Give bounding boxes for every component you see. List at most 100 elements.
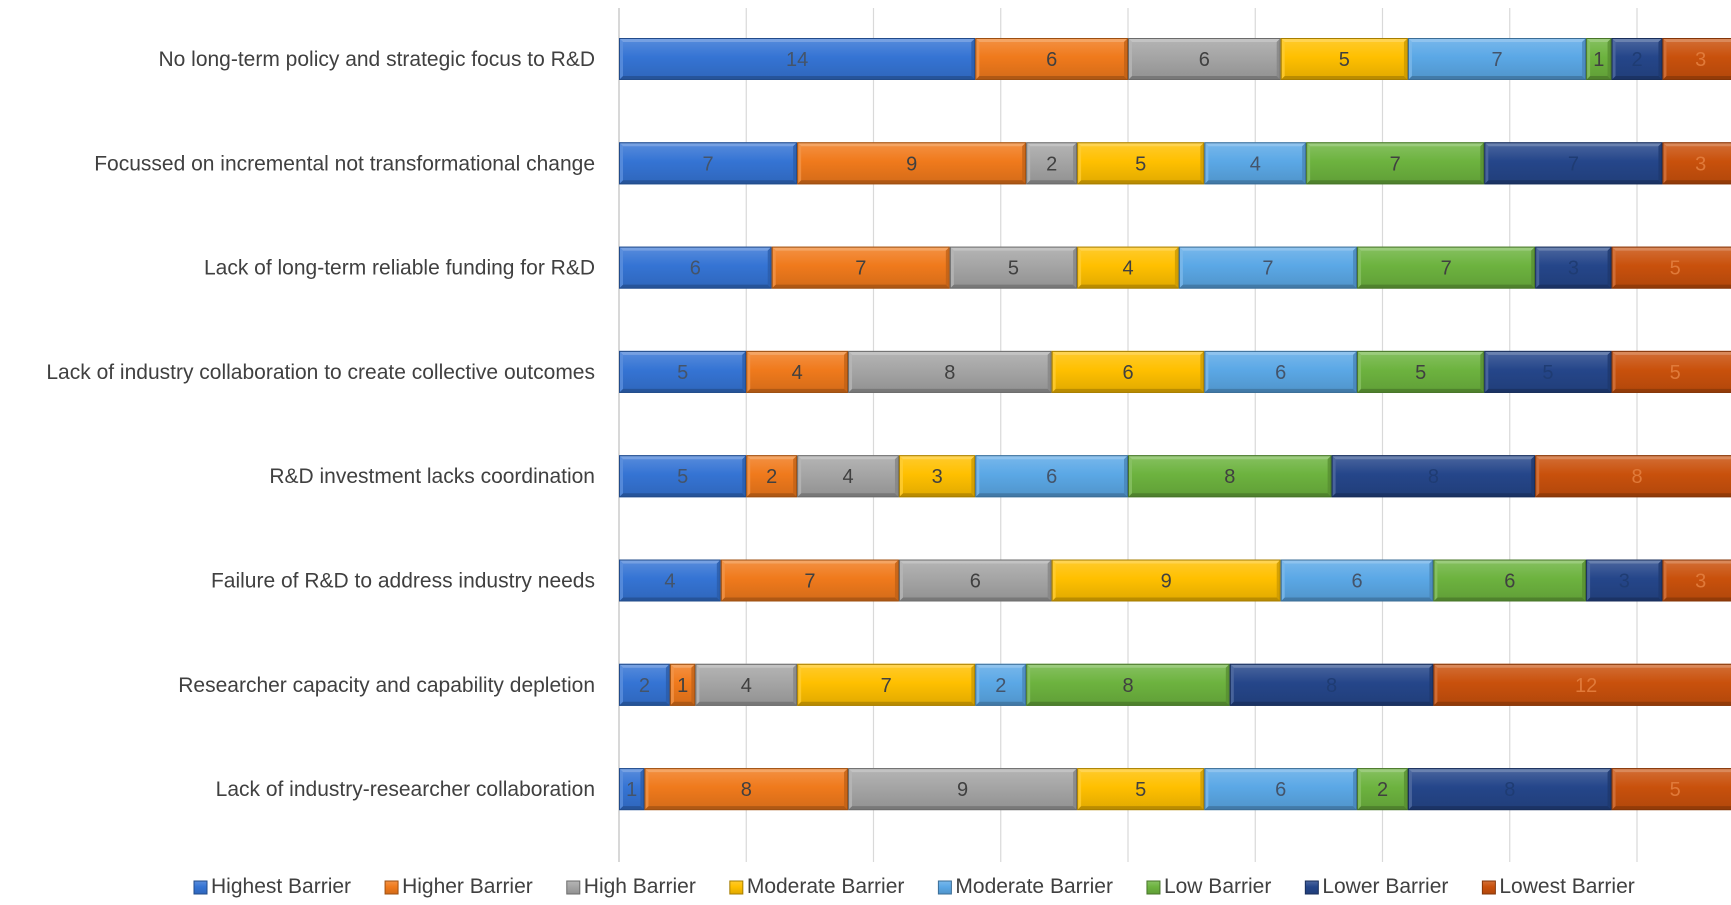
data-label: 5 <box>677 466 688 488</box>
data-label: 7 <box>1262 258 1273 280</box>
bar-segment <box>1077 246 1179 289</box>
bar-segment <box>1586 559 1663 602</box>
data-label: 3 <box>1695 571 1706 593</box>
data-label: 6 <box>970 571 981 593</box>
legend-label: High Barrier <box>584 875 696 898</box>
legend-label: Higher Barrier <box>402 875 533 898</box>
bar-segment <box>1357 246 1536 289</box>
bar-segment <box>1204 142 1307 185</box>
data-label: 5 <box>1339 49 1350 71</box>
legend-swatch <box>384 880 399 895</box>
data-label: 7 <box>703 153 714 175</box>
data-label: 7 <box>804 571 815 593</box>
data-label: 3 <box>1695 49 1706 71</box>
data-label: 6 <box>1351 571 1362 593</box>
bar-segment <box>619 142 798 185</box>
data-label: 8 <box>1504 779 1515 801</box>
data-label: 8 <box>1224 466 1235 488</box>
bar-segment <box>1051 350 1205 393</box>
legend-item: Low Barrier <box>1146 875 1271 898</box>
bar-segment <box>975 663 1027 706</box>
bar-segment <box>1535 455 1731 498</box>
bar-segment <box>695 663 798 706</box>
data-label: 5 <box>1135 153 1146 175</box>
bar-segment <box>1077 768 1205 811</box>
bar-segment <box>1433 663 1731 706</box>
legend-item: Moderate Barrier <box>937 875 1113 898</box>
bar-segment <box>1128 455 1332 498</box>
data-label: 3 <box>932 466 943 488</box>
data-label: 3 <box>1695 153 1706 175</box>
legend-item: High Barrier <box>566 875 696 898</box>
data-label: 1 <box>626 779 637 801</box>
data-label: 7 <box>1390 153 1401 175</box>
bar-segment <box>848 768 1078 811</box>
bar-segment <box>1077 142 1205 185</box>
bar-segment <box>949 246 1078 289</box>
data-label: 4 <box>792 362 803 384</box>
data-label: 4 <box>1122 258 1133 280</box>
data-label: 2 <box>639 675 650 697</box>
category-label: Lack of long-term reliable funding for R… <box>204 257 595 280</box>
legend-swatch <box>729 880 744 895</box>
legend-item: Highest Barrier <box>193 875 351 898</box>
data-label: 5 <box>1542 362 1553 384</box>
bar-segment <box>797 142 1027 185</box>
data-label: 8 <box>741 779 752 801</box>
bar-segment <box>1535 246 1612 289</box>
category-label: Failure of R&D to address industry needs <box>211 570 595 593</box>
legend-label: Lower Barrier <box>1322 875 1448 898</box>
bar-segment <box>669 663 696 706</box>
data-label: 5 <box>1008 258 1019 280</box>
data-label: 9 <box>957 779 968 801</box>
data-label: 6 <box>690 258 701 280</box>
legend-label: Moderate Barrier <box>955 875 1113 898</box>
bar-segment <box>619 38 976 80</box>
data-label: 9 <box>906 153 917 175</box>
data-label: 5 <box>1415 362 1426 384</box>
bar-segment <box>898 559 1052 602</box>
bar-segment <box>1280 559 1434 602</box>
data-label: 8 <box>1428 466 1439 488</box>
data-label: 6 <box>1275 779 1286 801</box>
data-label: 12 <box>1575 675 1597 697</box>
legend-swatch <box>193 880 208 895</box>
bar-segment <box>619 455 747 498</box>
category-label: R&D investment lacks coordination <box>269 465 595 488</box>
data-label: 2 <box>1046 153 1057 175</box>
bar-segment <box>1357 768 1408 811</box>
bar-segment <box>1407 38 1587 80</box>
grid-lines <box>618 8 1638 862</box>
data-label: 2 <box>766 466 777 488</box>
bar-segment <box>1026 663 1230 706</box>
bar-segment <box>1433 559 1587 602</box>
category-label: Researcher capacity and capability deple… <box>178 674 595 697</box>
legend-item: Lowest Barrier <box>1481 875 1635 898</box>
bar-segment <box>619 768 645 811</box>
data-label: 8 <box>1631 466 1642 488</box>
data-label: 8 <box>1122 675 1133 697</box>
legend-item: Lower Barrier <box>1304 875 1448 898</box>
data-label: 9 <box>1161 571 1172 593</box>
legend-item: Moderate Barrier <box>729 875 904 898</box>
bar-segment <box>746 350 849 393</box>
data-label: 4 <box>664 571 675 593</box>
data-label: 8 <box>944 362 955 384</box>
bar-segment <box>1128 38 1281 80</box>
bar-segment <box>771 246 950 289</box>
data-label: 2 <box>1631 49 1642 71</box>
bar-segment <box>619 246 772 289</box>
bar-segment <box>898 455 976 498</box>
bar-segment <box>1331 455 1536 498</box>
bar-segment <box>1611 350 1731 393</box>
category-label: No long-term policy and strategic focus … <box>158 48 595 71</box>
bar-segment <box>1306 142 1485 185</box>
bar-segment <box>1229 663 1434 706</box>
data-label: 7 <box>881 675 892 697</box>
bar-segment <box>1484 350 1612 393</box>
data-label: 5 <box>1135 779 1146 801</box>
bar-segment <box>1280 38 1408 80</box>
bar-segment <box>1484 142 1663 185</box>
bar-segment <box>619 663 670 706</box>
